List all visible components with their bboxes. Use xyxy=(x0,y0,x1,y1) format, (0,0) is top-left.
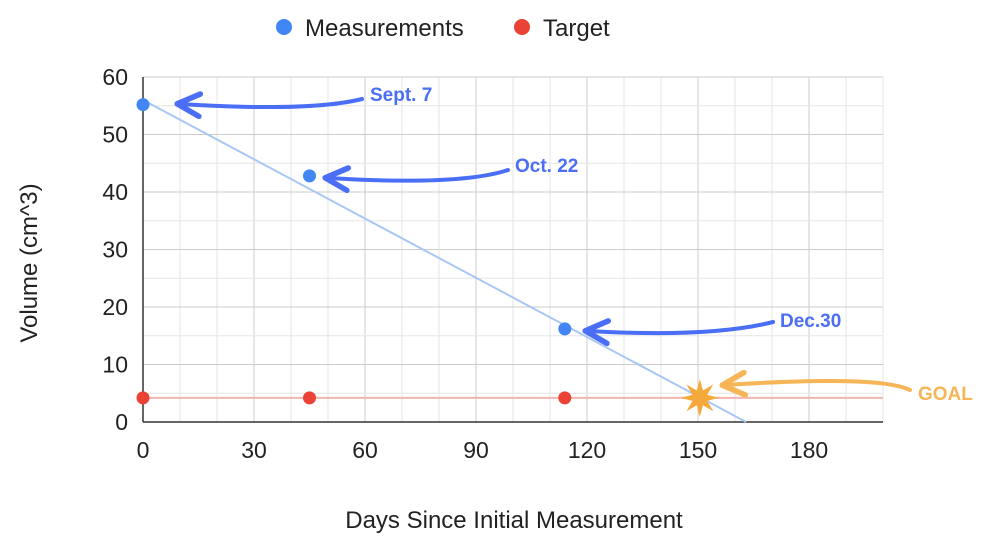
annotation-label: Oct. 22 xyxy=(515,156,578,177)
x-tick-label: 60 xyxy=(352,437,378,463)
data-point xyxy=(303,391,316,405)
legend-marker xyxy=(514,19,530,35)
legend-marker xyxy=(276,19,292,35)
y-tick-label: 10 xyxy=(102,352,128,378)
data-point xyxy=(136,98,150,112)
x-tick-label: 180 xyxy=(790,437,828,463)
grid xyxy=(142,76,884,423)
data-point xyxy=(558,391,572,405)
annotation-arrow xyxy=(322,165,510,194)
y-tick-label: 30 xyxy=(102,237,128,263)
y-tick-label: 40 xyxy=(102,179,128,205)
annotation-label: Dec.30 xyxy=(780,311,841,332)
x-tick-label: 30 xyxy=(241,437,267,463)
legend-label: Measurements xyxy=(305,15,464,42)
annotation-arrow xyxy=(174,91,364,120)
x-tick-label: 150 xyxy=(679,437,717,463)
annotation-label: Sept. 7 xyxy=(370,85,432,106)
legend-label: Target xyxy=(543,15,610,42)
y-tick-label: 50 xyxy=(102,122,128,148)
y-axis-title: Volume (cm^3) xyxy=(16,183,43,342)
x-tick-label: 120 xyxy=(568,437,606,463)
star-icon xyxy=(680,378,719,417)
x-axis-title: Days Since Initial Measurement xyxy=(345,507,683,534)
data-point xyxy=(558,322,572,336)
annotation-arrow xyxy=(719,369,912,398)
legend: Measurements Target xyxy=(276,15,610,42)
annotation-arrow xyxy=(582,318,775,347)
y-tick-label: 60 xyxy=(102,64,128,90)
x-tick-label: 0 xyxy=(137,437,150,463)
data-point xyxy=(136,391,150,405)
y-tick-label: 20 xyxy=(102,294,128,320)
annotation-label: GOAL xyxy=(918,384,973,405)
x-tick-label: 90 xyxy=(463,437,489,463)
y-tick-label: 0 xyxy=(115,409,128,435)
trendline xyxy=(142,99,747,423)
data-point xyxy=(303,169,316,183)
